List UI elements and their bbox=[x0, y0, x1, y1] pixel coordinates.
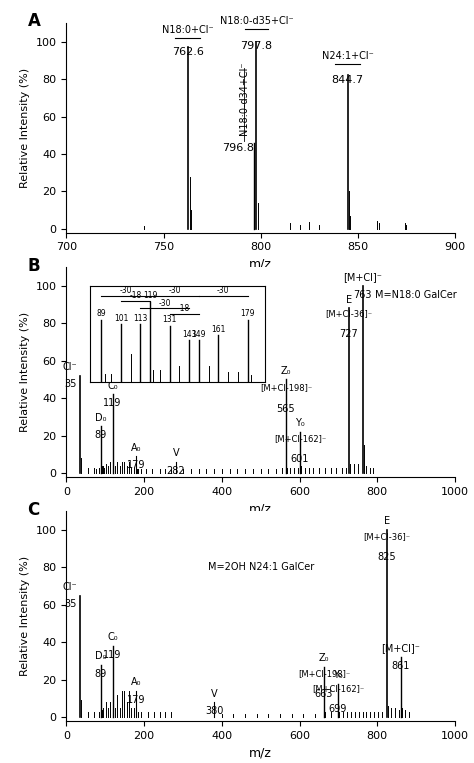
Text: 89: 89 bbox=[95, 430, 107, 440]
Text: 89: 89 bbox=[97, 309, 106, 318]
Text: -30: -30 bbox=[119, 286, 132, 295]
Text: Cl⁻: Cl⁻ bbox=[62, 362, 77, 372]
Text: -30: -30 bbox=[158, 298, 171, 307]
Text: 35: 35 bbox=[64, 379, 77, 389]
Y-axis label: Relative Intensity (%): Relative Intensity (%) bbox=[20, 68, 30, 188]
Text: [M+Cl-198]⁻: [M+Cl-198]⁻ bbox=[298, 669, 350, 678]
Text: 825: 825 bbox=[378, 552, 396, 562]
Text: 35: 35 bbox=[64, 599, 77, 610]
Text: N18:0-d34+Cl⁻: N18:0-d34+Cl⁻ bbox=[239, 62, 249, 135]
Text: 179: 179 bbox=[127, 695, 145, 705]
Text: 282: 282 bbox=[167, 465, 185, 475]
Text: 101: 101 bbox=[114, 314, 128, 323]
Text: 699: 699 bbox=[329, 704, 347, 714]
Text: D₀: D₀ bbox=[95, 413, 107, 423]
Text: N24:1+Cl⁻: N24:1+Cl⁻ bbox=[322, 51, 374, 61]
Text: M=2OH N24:1 GalCer: M=2OH N24:1 GalCer bbox=[208, 562, 314, 572]
Text: Z₀: Z₀ bbox=[281, 365, 291, 375]
Text: B: B bbox=[27, 256, 40, 275]
Text: 149: 149 bbox=[191, 330, 206, 339]
Text: E: E bbox=[384, 517, 390, 526]
Text: 119: 119 bbox=[103, 398, 122, 408]
X-axis label: m/z: m/z bbox=[249, 258, 272, 271]
Text: -18: -18 bbox=[129, 291, 142, 301]
Text: N18:0-d35+Cl⁻: N18:0-d35+Cl⁻ bbox=[219, 16, 293, 26]
X-axis label: m/z: m/z bbox=[249, 746, 272, 759]
Text: D₀: D₀ bbox=[95, 651, 107, 661]
Text: 762.6: 762.6 bbox=[172, 47, 204, 57]
Y-axis label: Relative Intensity (%): Relative Intensity (%) bbox=[20, 312, 30, 432]
Text: Z₀: Z₀ bbox=[319, 653, 329, 663]
Text: 601: 601 bbox=[291, 455, 309, 465]
Text: 844.7: 844.7 bbox=[331, 76, 364, 85]
Text: N18:0+Cl⁻: N18:0+Cl⁻ bbox=[162, 25, 214, 35]
Text: 161: 161 bbox=[211, 325, 226, 334]
Text: 763: 763 bbox=[354, 289, 372, 300]
Text: [M+Cl-36]⁻: [M+Cl-36]⁻ bbox=[325, 308, 373, 317]
Text: -30: -30 bbox=[217, 286, 229, 295]
Text: Y₀: Y₀ bbox=[333, 670, 343, 680]
Text: [M+Cl-198]⁻: [M+Cl-198]⁻ bbox=[260, 384, 312, 393]
Text: C₀: C₀ bbox=[107, 633, 118, 642]
Text: 119: 119 bbox=[143, 291, 157, 301]
Text: V: V bbox=[211, 688, 218, 699]
Text: [M+Cl-162]⁻: [M+Cl-162]⁻ bbox=[274, 434, 326, 443]
Text: A₀: A₀ bbox=[131, 678, 141, 687]
Text: [M+Cl]⁻: [M+Cl]⁻ bbox=[382, 644, 420, 654]
Text: -18: -18 bbox=[178, 304, 191, 313]
Text: [M+Cl-162]⁻: [M+Cl-162]⁻ bbox=[312, 684, 364, 693]
Text: 565: 565 bbox=[277, 404, 295, 414]
Text: [M+Cl-36]⁻: [M+Cl-36]⁻ bbox=[364, 532, 410, 541]
Text: -30: -30 bbox=[168, 286, 181, 295]
Text: C₀: C₀ bbox=[107, 381, 118, 391]
Y-axis label: Relative Intensity (%): Relative Intensity (%) bbox=[20, 556, 30, 676]
Text: 119: 119 bbox=[103, 650, 122, 660]
Text: 861: 861 bbox=[392, 661, 410, 671]
Text: 380: 380 bbox=[205, 706, 223, 716]
Text: Y₀: Y₀ bbox=[295, 418, 305, 428]
Text: V: V bbox=[173, 448, 179, 458]
Text: 179: 179 bbox=[240, 309, 255, 318]
Text: 113: 113 bbox=[133, 314, 147, 323]
Text: 179: 179 bbox=[127, 460, 145, 470]
Text: A: A bbox=[27, 12, 40, 31]
Text: 663: 663 bbox=[315, 689, 333, 699]
Text: Cl⁻: Cl⁻ bbox=[62, 581, 77, 592]
Text: 796.8: 796.8 bbox=[222, 143, 255, 153]
Text: E: E bbox=[346, 295, 352, 304]
Text: 131: 131 bbox=[163, 315, 177, 324]
X-axis label: m/z: m/z bbox=[249, 502, 272, 515]
Text: 727: 727 bbox=[339, 329, 358, 339]
Text: 143: 143 bbox=[182, 330, 196, 339]
Text: A₀: A₀ bbox=[131, 443, 141, 452]
Text: M=N18:0 GalCer: M=N18:0 GalCer bbox=[375, 290, 457, 300]
Text: C: C bbox=[27, 501, 40, 519]
Text: [M+Cl]⁻: [M+Cl]⁻ bbox=[344, 272, 383, 282]
Text: 89: 89 bbox=[95, 668, 107, 678]
Text: 797.8: 797.8 bbox=[240, 40, 273, 50]
